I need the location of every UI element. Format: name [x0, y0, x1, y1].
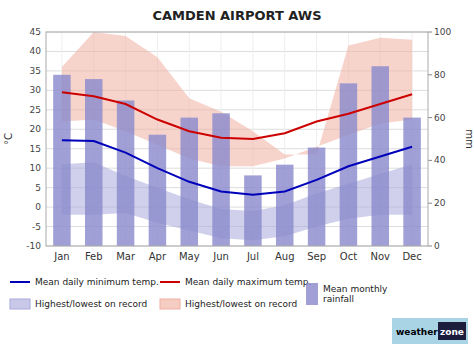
rain-bar	[117, 100, 135, 246]
legend-swatch	[160, 281, 180, 283]
legend-label: Mean daily maximum temp.	[185, 277, 311, 287]
y-tick-label: 25	[30, 105, 41, 115]
y2-tick	[428, 74, 432, 75]
mean-line	[62, 92, 412, 139]
chart: CAMDEN AIRPORT AWS -10 -5 0 5 10 15 20 25 30 35 40 4…	[0, 0, 474, 355]
grid	[46, 32, 428, 246]
record-band	[62, 162, 412, 240]
y-tick-label: 40	[30, 46, 42, 56]
y2-tick-label: 80	[434, 70, 446, 80]
y2-tick	[428, 32, 432, 33]
legend: Mean daily minimum temp. Mean daily maxim…	[10, 277, 388, 309]
title: CAMDEN AIRPORT AWS	[152, 8, 321, 23]
y2-tick	[428, 246, 432, 247]
x-tick-label: Apr	[149, 251, 167, 262]
y-tick-label: 0	[35, 202, 41, 212]
rain-bar	[276, 165, 294, 246]
rain-bar	[403, 118, 421, 246]
logo: weatherzone	[392, 318, 468, 344]
annotation: zone	[440, 327, 464, 337]
x-tick-label: Jan	[53, 251, 69, 262]
logo-box	[438, 322, 466, 340]
y2-tick-label: 60	[434, 113, 446, 123]
plot-frame	[46, 32, 428, 246]
y2-tick-label: 0	[434, 241, 440, 251]
legend-swatch	[10, 299, 30, 309]
x-tick-label: Dec	[402, 251, 421, 262]
x-tick-label: Oct	[340, 251, 357, 262]
y-tick-label: -10	[26, 241, 41, 251]
text-line: rainfall	[323, 294, 354, 304]
legend-label: Highest/lowest on record	[185, 299, 297, 309]
y-tick-label: -5	[32, 222, 41, 232]
rain-bar	[85, 79, 103, 246]
y-tick-label: 35	[30, 66, 41, 76]
legend-label: Mean monthlyrainfall	[323, 284, 388, 304]
y-tick-label: 30	[30, 85, 42, 95]
legend-swatch	[306, 283, 318, 305]
record-band	[62, 32, 412, 166]
x-tick-label: Sep	[307, 251, 326, 262]
rain-bar	[308, 148, 326, 246]
legend-swatch	[10, 281, 30, 283]
y-axis-label: °C	[3, 133, 14, 145]
legend-label: Highest/lowest on record	[35, 299, 147, 309]
y-tick-label: 10	[30, 163, 42, 173]
annotation: weather	[396, 327, 438, 337]
y2-tick-label: 100	[434, 27, 451, 37]
x-tick-label: Jun	[212, 251, 229, 262]
mean-line	[62, 140, 412, 194]
rain-bar	[244, 175, 262, 246]
y2-tick	[428, 160, 432, 161]
logo-bg	[392, 318, 468, 344]
rain-bar	[53, 75, 71, 246]
marks	[53, 32, 421, 246]
x-tick-label: Mar	[116, 251, 136, 262]
y2-tick-label: 20	[434, 198, 446, 208]
y-tick-label: 5	[35, 183, 41, 193]
y2-tick	[428, 117, 432, 118]
x-tick-label: Jul	[246, 251, 259, 262]
y-tick-label: 20	[30, 124, 42, 134]
text-line: Mean monthly	[323, 284, 388, 294]
x-tick-label: Nov	[370, 251, 390, 262]
y-tick-label: 45	[30, 27, 41, 37]
x-tick-label: Feb	[85, 251, 103, 262]
rain-bar	[212, 113, 230, 246]
y-tick-label: 15	[30, 144, 41, 154]
y2-axis-label: mm	[464, 129, 474, 148]
y2-tick-label: 40	[434, 155, 446, 165]
rain-bar	[149, 135, 167, 246]
legend-label: Mean daily minimum temp.	[35, 277, 159, 287]
legend-swatch	[160, 299, 180, 309]
x-tick-label: May	[179, 251, 200, 262]
y2-tick	[428, 203, 432, 204]
x-tick-label: Aug	[275, 251, 295, 262]
